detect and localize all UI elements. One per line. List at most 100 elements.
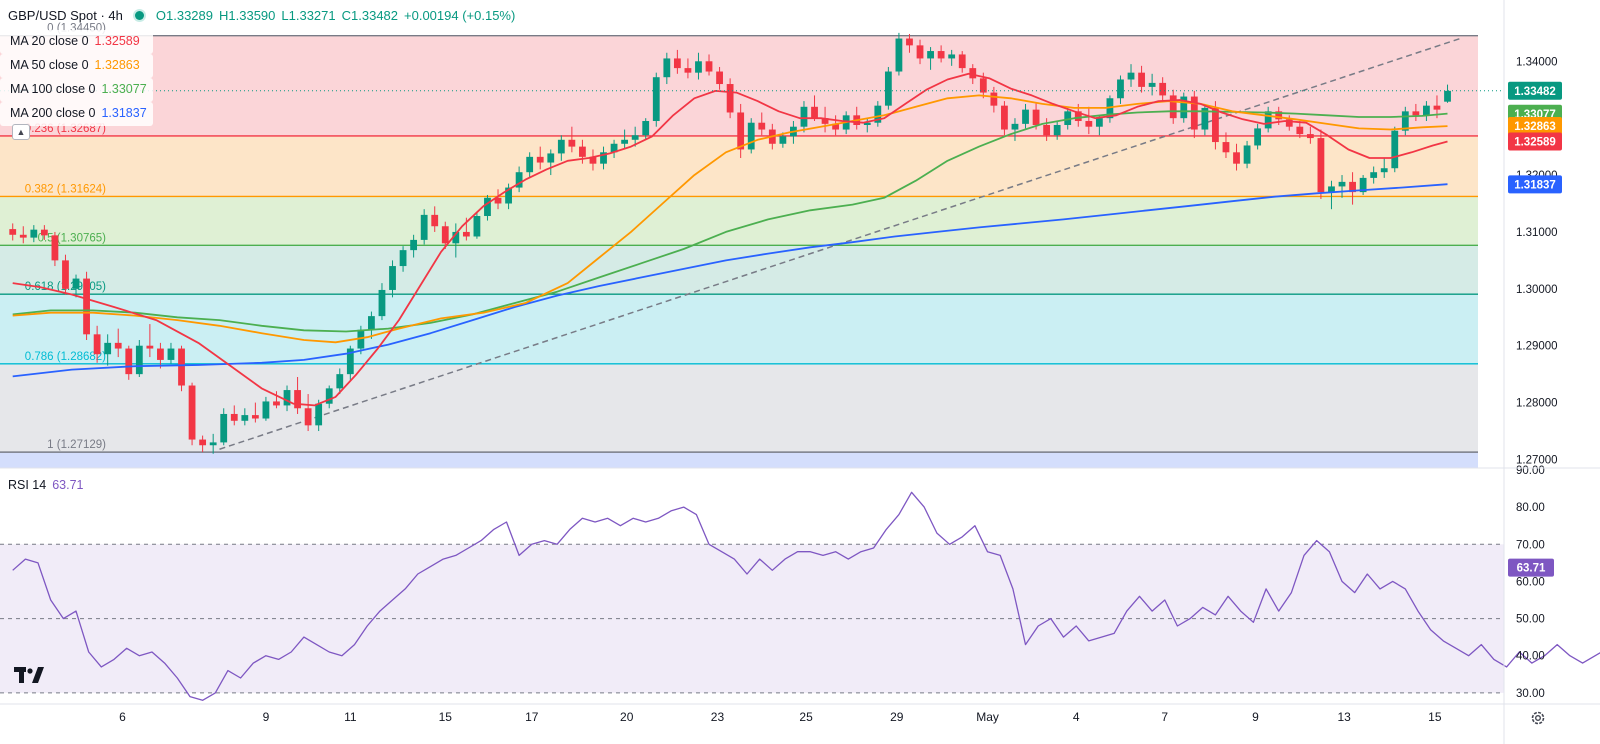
candle: [1043, 118, 1051, 141]
chevron-up-icon[interactable]: ▲: [12, 124, 30, 140]
candle-body: [642, 121, 650, 136]
candle: [1444, 84, 1451, 103]
candle-body: [1190, 96, 1198, 130]
candle: [83, 271, 90, 341]
candle-body: [1359, 177, 1367, 193]
symbol-title[interactable]: GBP/USD Spot · 4h: [8, 8, 123, 23]
rsi-legend[interactable]: RSI 14 63.71: [8, 478, 84, 492]
candle: [589, 149, 597, 171]
candle: [72, 274, 80, 298]
candle: [473, 212, 481, 239]
candle: [273, 391, 280, 409]
candle-body: [410, 239, 418, 251]
candle: [283, 385, 291, 412]
candle: [484, 194, 491, 221]
ma100-legend[interactable]: MA 100 close 0 1.33077: [0, 78, 153, 102]
candle-body: [1138, 72, 1145, 87]
candle: [927, 47, 934, 70]
candle: [747, 118, 755, 154]
candle: [1243, 140, 1251, 169]
candle: [1349, 172, 1356, 205]
candle-body: [135, 345, 143, 375]
candle-body: [695, 61, 702, 73]
candle-body: [758, 122, 766, 130]
candle-body: [600, 152, 607, 164]
price-tag-label: 1.32589: [1514, 137, 1556, 149]
time-tick-label: 9: [263, 710, 270, 724]
candle-body: [9, 229, 17, 235]
candle-body: [336, 374, 344, 389]
candle-body: [863, 122, 871, 125]
tradingview-logo-icon[interactable]: [14, 664, 44, 688]
ma50-legend[interactable]: MA 50 close 0 1.32863: [0, 54, 153, 78]
price-tag-label: 1.32863: [1514, 121, 1556, 133]
price-tag-box: [1508, 116, 1562, 135]
candle: [526, 152, 534, 178]
ma50-label: MA 50 close 0: [10, 58, 89, 72]
candle: [663, 52, 671, 85]
candle: [1001, 101, 1008, 136]
candle: [431, 206, 439, 232]
price-tag-box: [1508, 81, 1562, 100]
candle-body: [1233, 152, 1240, 164]
candle: [209, 433, 217, 454]
candle: [146, 324, 154, 358]
candle-body: [1053, 124, 1061, 136]
rsi-tick-label: 50.00: [1516, 614, 1545, 626]
candle-body: [1401, 111, 1409, 131]
candle-body: [800, 106, 808, 127]
candle: [621, 129, 629, 150]
candle: [505, 183, 512, 210]
candle-body: [72, 278, 80, 289]
candle: [220, 408, 228, 446]
candle: [188, 382, 196, 446]
candle-body: [368, 316, 375, 330]
candle: [990, 86, 998, 113]
candle: [1201, 103, 1209, 136]
candle-body: [1001, 105, 1008, 130]
gear-icon[interactable]: [1529, 709, 1547, 727]
ma200-legend[interactable]: MA 200 close 0 1.31837: [0, 102, 153, 126]
candle-body: [568, 139, 576, 147]
candle-body: [1222, 142, 1230, 153]
candle: [515, 166, 523, 193]
ma20-legend[interactable]: MA 20 close 0 1.32589: [0, 30, 153, 54]
ma50-value: 1.32863: [94, 58, 140, 72]
candle: [937, 45, 945, 63]
candle-body: [1391, 130, 1399, 169]
candle: [1412, 103, 1420, 122]
candle-body: [1264, 111, 1272, 129]
rsi-value: 63.71: [52, 478, 84, 492]
candle-body: [294, 390, 301, 409]
candle: [452, 223, 460, 258]
candle-body: [83, 278, 90, 335]
price-tick-label: 1.28000: [1516, 398, 1558, 410]
candle-body: [1285, 119, 1293, 127]
candle-body: [283, 390, 291, 406]
candle-body: [1212, 107, 1219, 143]
candle-body: [93, 334, 101, 355]
candle: [895, 32, 903, 76]
candle-body: [199, 439, 207, 446]
candle-body: [1074, 111, 1082, 122]
candle: [294, 376, 301, 414]
price-tick-label: 1.34000: [1516, 56, 1558, 68]
candle: [262, 396, 270, 421]
candle-body: [1370, 172, 1378, 178]
candle-body: [1169, 95, 1177, 119]
candle-body: [1201, 107, 1209, 130]
time-tick-label: 4: [1073, 710, 1080, 724]
candle: [251, 402, 259, 423]
candle-body: [1254, 128, 1262, 146]
time-tick-label: 13: [1337, 710, 1351, 724]
candle: [167, 342, 175, 364]
candle-body: [188, 385, 196, 440]
candle: [631, 126, 639, 147]
rsi-value-tag: 63.71: [1508, 558, 1554, 577]
candle-body: [209, 442, 217, 446]
candle-body: [536, 156, 544, 163]
price-tag: 1.32863: [1508, 116, 1562, 135]
candle-body: [621, 139, 629, 144]
candle: [51, 231, 59, 267]
